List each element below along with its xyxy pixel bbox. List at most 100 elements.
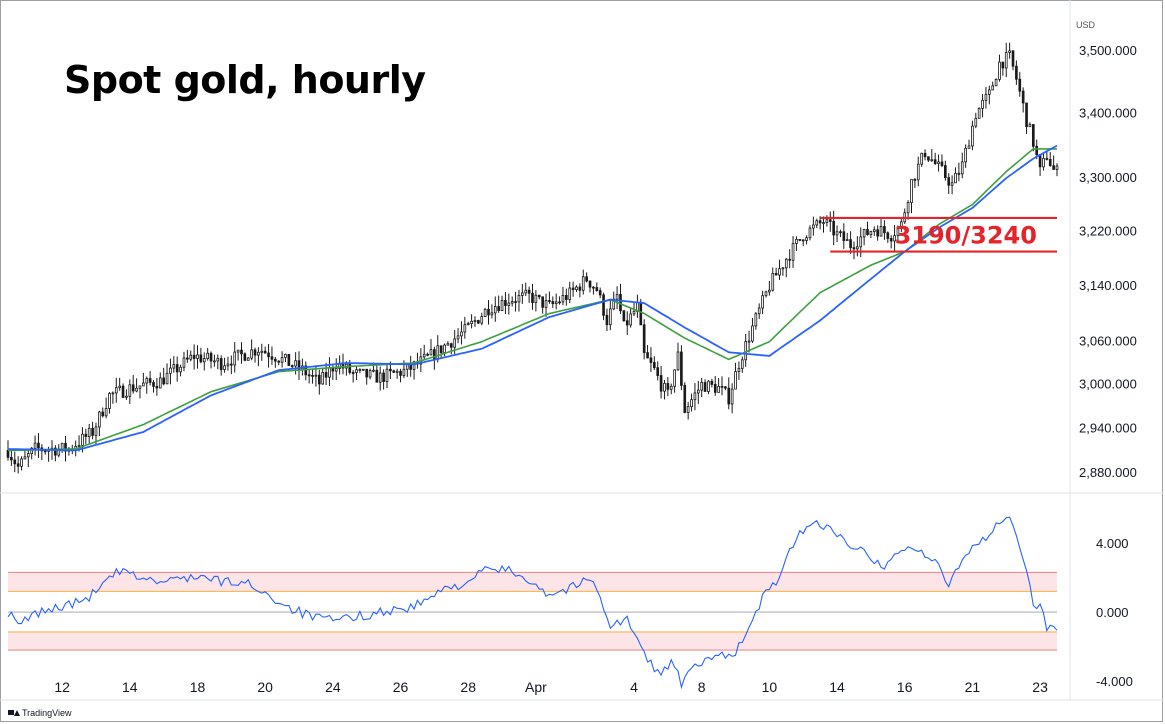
candle-body xyxy=(246,357,250,361)
time-tick-label: 4 xyxy=(630,679,638,695)
candle-body xyxy=(568,287,572,300)
candle-body xyxy=(913,178,917,181)
candle-body xyxy=(987,89,991,95)
price-tick-label: 2,940.000 xyxy=(1079,420,1137,435)
candle-body xyxy=(433,349,436,360)
candle-body xyxy=(54,447,57,456)
candle-body xyxy=(26,453,30,458)
candle-body xyxy=(595,287,599,291)
candle-body xyxy=(483,308,487,317)
candle-body xyxy=(822,222,825,224)
candle-body xyxy=(510,301,514,304)
candle-body xyxy=(876,229,879,237)
candle-body xyxy=(734,371,737,390)
candle-body xyxy=(632,310,636,315)
candle-body xyxy=(358,369,362,371)
candle-body xyxy=(37,442,40,449)
candle-body xyxy=(771,273,775,291)
candle-body xyxy=(954,172,957,184)
time-tick-label: 21 xyxy=(965,679,981,695)
candle-body xyxy=(290,365,294,367)
candle-body xyxy=(940,161,944,166)
candle-body xyxy=(216,358,220,362)
candle-body xyxy=(720,386,724,388)
candle-body xyxy=(883,226,886,234)
candle-body xyxy=(131,384,135,392)
candle-body xyxy=(6,450,10,458)
candle-body xyxy=(977,107,981,119)
candle-body xyxy=(240,349,243,355)
candle-body xyxy=(642,324,646,354)
candle-body xyxy=(710,380,714,385)
candle-body xyxy=(324,372,328,378)
price-tick-label: 3,140.000 xyxy=(1079,278,1137,293)
candle-body xyxy=(439,345,443,353)
candle-body xyxy=(504,300,507,306)
candle-body xyxy=(128,384,132,397)
candle-body xyxy=(737,367,741,372)
candle-body xyxy=(1028,124,1032,128)
candle-body xyxy=(118,385,121,389)
candle-body xyxy=(649,357,653,363)
candle-body xyxy=(280,356,284,363)
candle-body xyxy=(250,349,253,359)
candle-body xyxy=(578,286,582,291)
candle-body xyxy=(944,165,947,178)
candle-body xyxy=(317,374,321,385)
candle-body xyxy=(500,300,504,311)
candle-body xyxy=(784,258,788,269)
candle-body xyxy=(399,370,402,376)
candle-body xyxy=(223,365,226,370)
candle-body xyxy=(730,388,734,405)
candle-body xyxy=(751,325,754,342)
candle-body xyxy=(405,364,409,370)
chart-title: Spot gold, hourly xyxy=(64,58,426,102)
price-axis[interactable]: 2,880.000 2,940.000 3,000.000 3,060.000 3,14… xyxy=(1079,43,1137,480)
candle-body xyxy=(385,368,389,382)
time-tick-label: 10 xyxy=(762,679,778,695)
candle-body xyxy=(991,85,995,91)
tradingview-brand[interactable]: TradingView xyxy=(8,708,72,718)
candle-body xyxy=(906,202,910,214)
green-moving-average xyxy=(7,148,1057,452)
candle-body xyxy=(700,382,704,391)
candle-body xyxy=(1042,157,1045,168)
candle-body xyxy=(1052,165,1055,170)
candle-body xyxy=(998,61,1001,80)
candle-body xyxy=(727,387,731,405)
candle-body xyxy=(158,377,162,389)
candle-body xyxy=(744,341,748,361)
candle-body xyxy=(886,232,890,239)
candle-body xyxy=(768,289,771,293)
candle-body xyxy=(1018,78,1022,92)
candle-body xyxy=(527,289,531,294)
candle-body xyxy=(761,295,764,309)
candle-body xyxy=(541,296,544,308)
upper-band-fill xyxy=(8,572,1057,592)
candle-body xyxy=(206,352,209,359)
candle-body xyxy=(558,301,561,304)
candle-body xyxy=(1008,50,1011,53)
candle-body xyxy=(967,145,971,149)
candle-body xyxy=(33,442,37,449)
candle-body xyxy=(429,349,433,356)
candle-body xyxy=(175,364,179,373)
candle-body xyxy=(493,306,497,314)
candle-body xyxy=(267,352,270,358)
candle-body xyxy=(832,221,835,236)
candle-body xyxy=(372,369,375,372)
candle-body xyxy=(683,385,687,413)
candle-body xyxy=(537,294,541,298)
time-axis[interactable]: 12 14 18 20 24 26 28 Apr 4 8 10 14 16 21 23 xyxy=(54,679,1048,695)
candle-body xyxy=(84,433,88,437)
candle-body xyxy=(795,239,798,244)
lower-band-fill xyxy=(8,631,1057,651)
candle-body xyxy=(981,99,984,109)
candle-body xyxy=(852,247,856,250)
oscillator-tick-label: 0.000 xyxy=(1096,605,1129,620)
candle-body xyxy=(524,289,528,294)
candle-body xyxy=(1021,90,1025,104)
candle-body xyxy=(328,367,331,378)
unit-label: USD xyxy=(1076,20,1096,30)
candle-body xyxy=(87,427,91,437)
